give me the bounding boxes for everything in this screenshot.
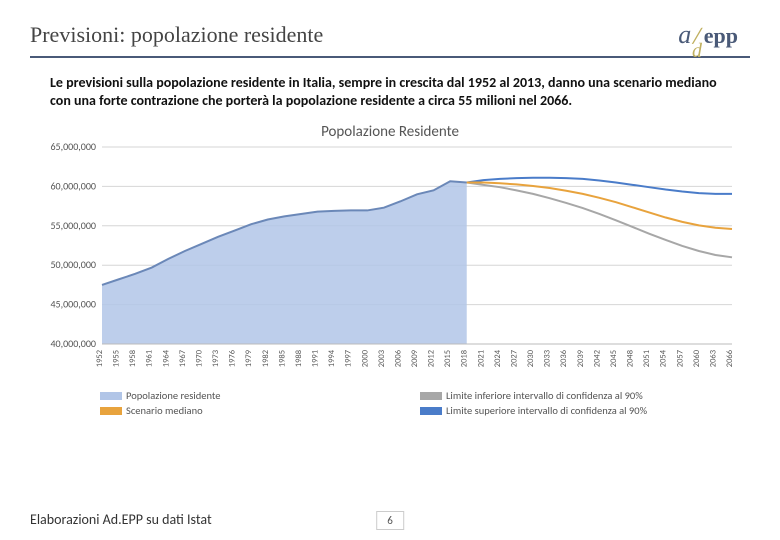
svg-text:1976: 1976	[228, 349, 238, 367]
svg-text:2045: 2045	[609, 350, 619, 367]
svg-text:60,000,000: 60,000,000	[50, 179, 96, 192]
svg-text:1982: 1982	[261, 350, 271, 367]
svg-text:40,000,000: 40,000,000	[50, 337, 96, 350]
svg-text:2003: 2003	[377, 350, 387, 367]
legend-item: Limite inferiore intervallo di confidenz…	[420, 388, 740, 403]
svg-text:2006: 2006	[393, 349, 403, 367]
svg-text:2027: 2027	[509, 349, 519, 367]
svg-text:1964: 1964	[161, 349, 171, 367]
svg-text:2030: 2030	[526, 349, 536, 367]
title-underline	[30, 56, 750, 58]
svg-text:1985: 1985	[277, 350, 287, 367]
legend-label: Scenario mediano	[126, 404, 203, 417]
legend-swatch	[420, 407, 442, 415]
logo-letter-a: a	[678, 20, 691, 50]
chart-title: Popolazione Residente	[0, 119, 780, 141]
svg-text:1970: 1970	[194, 349, 204, 367]
svg-text:65,000,000: 65,000,000	[50, 141, 96, 153]
description-text: Le previsioni sulla popolazione resident…	[0, 74, 780, 119]
svg-text:50,000,000: 50,000,000	[50, 258, 96, 271]
svg-text:55,000,000: 55,000,000	[50, 219, 96, 232]
legend-label: Popolazione residente	[126, 389, 221, 402]
svg-text:45,000,000: 45,000,000	[50, 298, 96, 311]
svg-text:2015: 2015	[443, 350, 453, 367]
svg-text:1991: 1991	[311, 350, 321, 367]
slide-title: Previsioni: popolazione residente	[30, 22, 323, 48]
svg-text:2039: 2039	[576, 349, 586, 367]
legend-item: Limite superiore intervallo di confidenz…	[420, 403, 740, 418]
slide-header: Previsioni: popolazione residente a / ep…	[0, 0, 780, 56]
svg-text:2036: 2036	[559, 349, 569, 367]
population-chart: 40,000,000 45,000,000 50,000,000 55,000,000…	[40, 141, 740, 386]
chart-svg: 40,000,000 45,000,000 50,000,000 55,000,000…	[40, 141, 740, 386]
svg-text:2051: 2051	[642, 350, 652, 367]
svg-text:1961: 1961	[145, 350, 155, 367]
legend-label: Limite superiore intervallo di confidenz…	[446, 404, 647, 417]
svg-text:1973: 1973	[211, 350, 221, 367]
svg-text:2033: 2033	[543, 350, 553, 367]
svg-text:2048: 2048	[626, 350, 636, 367]
legend-swatch	[100, 392, 122, 400]
svg-text:2024: 2024	[493, 349, 503, 367]
svg-text:1958: 1958	[128, 350, 138, 367]
svg-text:2042: 2042	[592, 350, 602, 367]
legend-swatch	[420, 392, 442, 400]
page-number: 6	[376, 511, 404, 530]
logo: a / epp d	[678, 20, 750, 50]
chart-legend: Popolazione residente Limite inferiore i…	[100, 388, 740, 418]
source-text: Elaborazioni Ad.EPP su dati Istat	[30, 511, 212, 528]
svg-text:1952: 1952	[95, 350, 105, 367]
svg-text:1955: 1955	[112, 350, 122, 367]
svg-text:1988: 1988	[294, 350, 304, 367]
logo-epp: epp	[704, 23, 738, 49]
legend-item: Scenario mediano	[100, 403, 420, 418]
legend-item: Popolazione residente	[100, 388, 420, 403]
svg-text:2063: 2063	[708, 350, 718, 367]
svg-text:2000: 2000	[360, 349, 370, 367]
legend-label: Limite inferiore intervallo di confidenz…	[446, 389, 643, 402]
svg-text:1997: 1997	[344, 349, 354, 367]
svg-text:2018: 2018	[460, 350, 470, 367]
svg-text:2060: 2060	[692, 349, 702, 367]
svg-text:2054: 2054	[659, 349, 669, 367]
svg-text:2066: 2066	[725, 349, 735, 367]
svg-text:1994: 1994	[327, 349, 337, 367]
svg-text:2057: 2057	[675, 349, 685, 367]
svg-text:1967: 1967	[178, 349, 188, 367]
legend-swatch	[100, 407, 122, 415]
svg-text:2009: 2009	[410, 349, 420, 367]
svg-text:2021: 2021	[476, 350, 486, 367]
svg-text:1979: 1979	[244, 349, 254, 367]
svg-text:2012: 2012	[427, 350, 437, 367]
logo-letter-d: d	[692, 40, 702, 63]
